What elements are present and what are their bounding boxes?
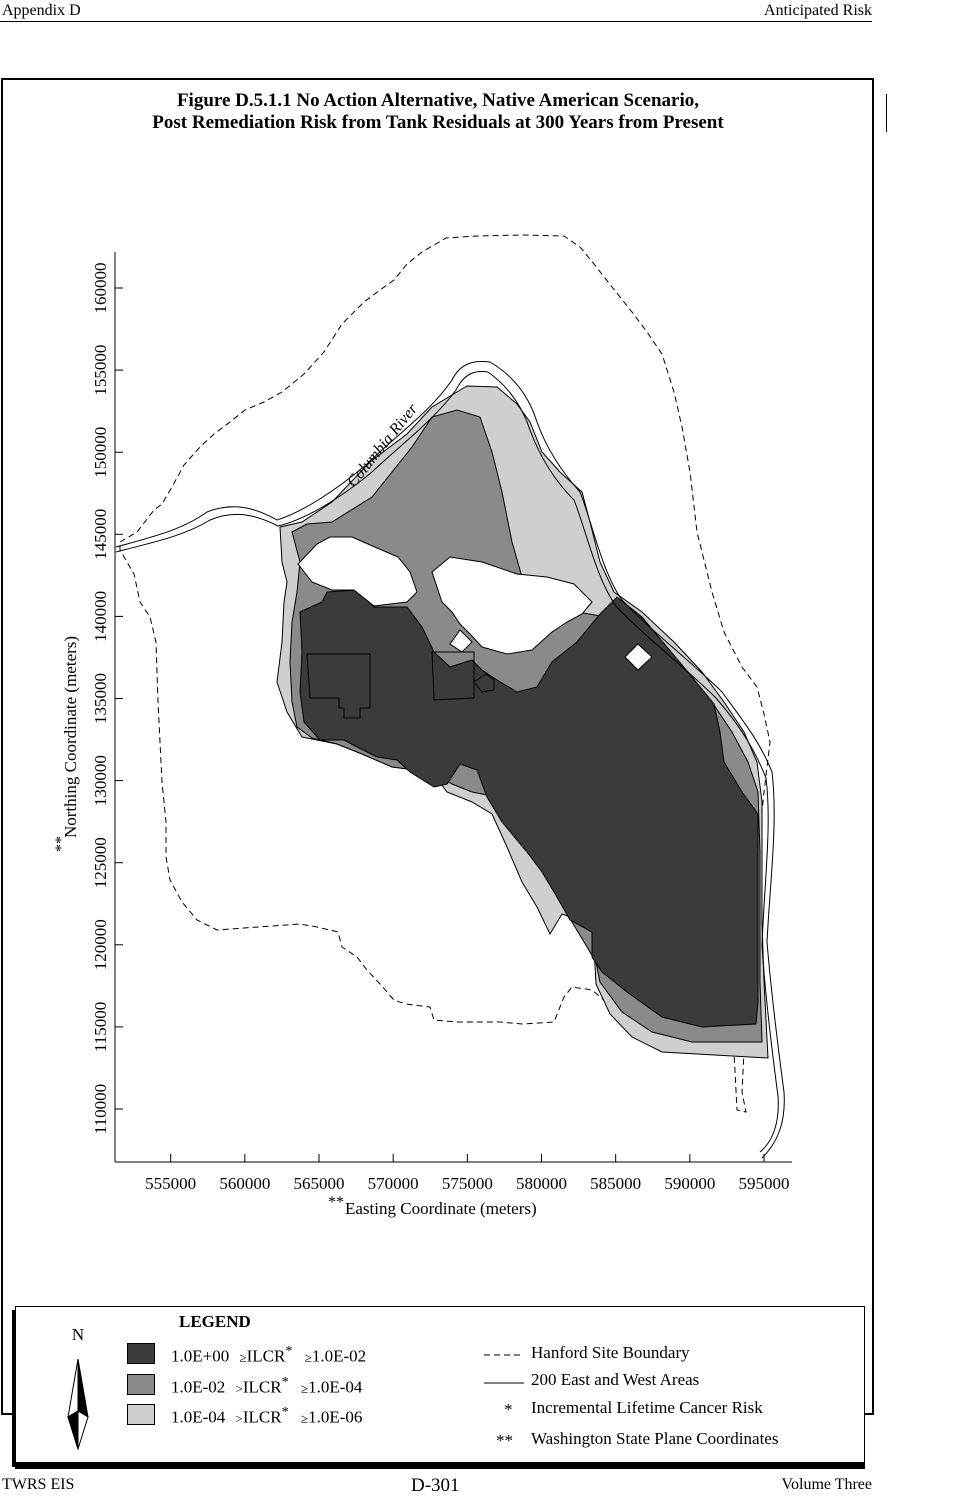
legend-box: LEGEND N 1.0E+00 ≥ILCR* ≥1.0E-02 1.0E-02… — [15, 1306, 865, 1463]
legend-ilcr-note: Incremental Lifetime Cancer Risk — [531, 1398, 763, 1417]
north-arrow-icon — [67, 1358, 89, 1451]
legend-title: LEGEND — [179, 1312, 251, 1331]
legend-swatch-medium — [127, 1374, 155, 1395]
y-tick-label: 160000 — [91, 263, 110, 314]
columbia-river-bank-1 — [115, 361, 785, 1159]
solid-line-icon — [484, 1382, 524, 1384]
x-tick-label: 590000 — [664, 1174, 715, 1193]
x-axis-label-prefix: ** — [328, 1194, 344, 1211]
figure-frame: Figure D.5.1.1 No Action Alternative, Na… — [1, 78, 874, 1463]
legend-swatch-high — [127, 1343, 155, 1364]
risk-map: Columbia River 555000 560000 565000 570000 5… — [53, 234, 792, 1218]
figure-title-line-1: Figure D.5.1.1 No Action Alternative, Na… — [176, 90, 700, 111]
header-rule — [0, 21, 872, 22]
y-tick-label: 150000 — [91, 427, 110, 478]
x-tick-label: 580000 — [516, 1174, 567, 1193]
x-axis-label: Easting Coordinate (meters) — [345, 1199, 537, 1218]
revision-bar — [886, 94, 887, 132]
y-tick-label: 120000 — [91, 919, 110, 970]
y-tick-label: 145000 — [91, 509, 110, 560]
area-200-east — [431, 651, 495, 701]
y-axis-label: Northing Coordinate (meters) — [61, 636, 80, 838]
x-tick-label: 570000 — [368, 1174, 419, 1193]
white-area-east — [431, 556, 593, 655]
legend-coord-note: Washington State Plane Coordinates — [531, 1429, 779, 1448]
legend-coord-symbol: ** — [496, 1431, 513, 1450]
y-tick-label: 125000 — [91, 837, 110, 888]
y-tick-label: 140000 — [91, 591, 110, 642]
x-tick-label: 555000 — [145, 1174, 196, 1193]
y-axis-ticks: 160000 155000 150000 145000 140000 135000 1300… — [91, 263, 123, 1134]
white-area-west — [297, 536, 418, 607]
y-tick-label: 135000 — [91, 673, 110, 724]
y-tick-label: 110000 — [91, 1084, 110, 1134]
x-tick-label: 595000 — [739, 1174, 790, 1193]
footer-right: Volume Three — [781, 1476, 873, 1493]
white-diamond — [624, 643, 653, 671]
columbia-river-bank-2 — [115, 371, 779, 1153]
area-200-west — [306, 653, 371, 719]
x-tick-label: 565000 — [294, 1174, 345, 1193]
legend-ilcr-symbol: * — [504, 1400, 513, 1419]
figure-title-line-2: Post Remediation Risk from Tank Residual… — [152, 112, 724, 133]
north-label: N — [71, 1325, 85, 1344]
y-axis-label-prefix: ** — [53, 836, 70, 852]
x-tick-label: 575000 — [442, 1174, 493, 1193]
legend-class-low: 1.0E-04 >ILCR* ≥1.0E-06 — [171, 1404, 363, 1427]
dashed-line-icon — [484, 1354, 524, 1356]
legend-site-boundary: Hanford Site Boundary — [531, 1343, 690, 1362]
y-tick-label: 155000 — [91, 345, 110, 396]
footer-left: TWRS EIS — [2, 1476, 75, 1493]
x-tick-label: 560000 — [219, 1174, 270, 1193]
y-tick-label: 130000 — [91, 755, 110, 806]
page-header-left: Appendix D — [2, 2, 81, 19]
legend-class-medium: 1.0E-02 >ILCR* ≥1.0E-04 — [171, 1374, 363, 1397]
page-number: D-301 — [411, 1475, 460, 1496]
north-arrow: N — [63, 1325, 93, 1460]
page-header-right: Anticipated Risk — [764, 2, 872, 19]
y-tick-label: 115000 — [91, 1002, 110, 1052]
legend-swatch-low — [127, 1404, 155, 1425]
legend-class-high: 1.0E+00 ≥ILCR* ≥1.0E-02 — [171, 1343, 367, 1366]
white-notch — [449, 629, 473, 653]
x-axis-ticks: 555000 560000 565000 570000 575000 580000 5850… — [145, 1154, 790, 1193]
legend-areas: 200 East and West Areas — [531, 1370, 700, 1389]
x-tick-label: 585000 — [590, 1174, 641, 1193]
